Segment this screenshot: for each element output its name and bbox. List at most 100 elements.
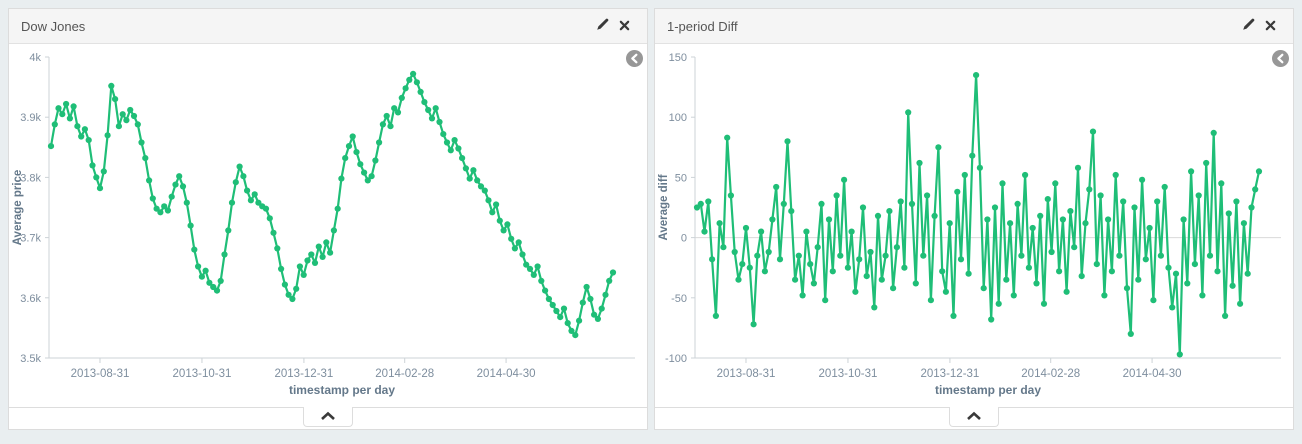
data-point — [462, 165, 469, 172]
data-point — [1033, 280, 1040, 287]
close-icon — [619, 19, 630, 34]
data-point — [440, 131, 447, 138]
data-point — [856, 256, 863, 263]
data-point — [1003, 276, 1010, 283]
pencil-icon — [596, 18, 609, 34]
x-tick-label: 2014-04-30 — [477, 368, 536, 380]
y-tick-label: 4k — [29, 52, 41, 64]
data-point — [315, 243, 322, 250]
data-point — [364, 177, 371, 184]
data-point — [244, 187, 251, 194]
data-point — [504, 221, 511, 228]
data-point — [496, 217, 503, 224]
y-tick-label: 3.8k — [20, 172, 41, 184]
data-point — [406, 76, 413, 83]
data-point — [342, 155, 349, 162]
close-button[interactable] — [614, 17, 635, 36]
data-point — [1086, 186, 1093, 193]
y-tick-label: 3.5k — [20, 353, 41, 365]
data-point — [1097, 192, 1104, 199]
one-period-diff-line-chart[interactable]: 150 100 50 0 -50 -100 2013-08-31 2013-10-31 2013… — [655, 44, 1293, 407]
data-point — [1105, 216, 1112, 223]
data-point — [119, 111, 126, 118]
close-button[interactable] — [1260, 17, 1281, 36]
data-point — [240, 173, 247, 180]
x-tick-label: 2013-12-31 — [920, 368, 979, 380]
y-tick-label: 3.6k — [20, 293, 41, 305]
data-point — [942, 288, 949, 295]
collapse-row-button[interactable] — [949, 407, 999, 427]
y-tick-label: 3.9k — [20, 112, 41, 124]
data-point — [935, 144, 942, 151]
data-point — [727, 192, 734, 199]
data-point — [530, 271, 537, 278]
data-point — [108, 82, 115, 89]
data-point — [345, 143, 353, 150]
data-point — [795, 252, 802, 259]
data-point — [1142, 256, 1149, 263]
y-tick-label: -50 — [671, 293, 687, 305]
data-point — [142, 155, 149, 162]
data-point — [991, 204, 999, 211]
panel-header: Dow Jones — [9, 9, 647, 44]
data-point — [436, 118, 443, 126]
x-tick-label: 2013-10-31 — [819, 368, 878, 380]
data-point — [1199, 292, 1206, 299]
edit-button[interactable] — [591, 16, 614, 36]
data-point — [829, 268, 836, 275]
data-point — [1161, 183, 1168, 191]
data-point — [519, 251, 526, 258]
data-point — [477, 183, 485, 190]
data-point — [176, 173, 183, 180]
edit-button[interactable] — [1237, 16, 1260, 36]
data-point — [511, 245, 518, 252]
data-point — [1214, 268, 1221, 275]
data-point — [1022, 171, 1029, 179]
data-point — [300, 271, 307, 278]
data-point — [780, 200, 787, 207]
data-point — [609, 269, 617, 276]
data-point — [965, 270, 972, 277]
data-point — [443, 139, 451, 146]
data-point — [560, 305, 568, 312]
chart-container: 4k 3.9k 3.8k 3.7k 3.6k 3.5k 2013-08-31 2013-10-… — [9, 44, 647, 407]
data-point — [1248, 204, 1255, 211]
x-tick-label: 2013-08-31 — [717, 368, 776, 380]
close-icon — [1265, 19, 1276, 34]
data-point — [372, 157, 379, 164]
data-point — [916, 159, 923, 167]
data-point — [281, 281, 288, 288]
data-point — [323, 239, 330, 246]
data-point — [236, 163, 243, 170]
data-point — [1222, 312, 1229, 319]
data-point — [984, 216, 991, 223]
chart-back-button[interactable] — [1272, 50, 1289, 67]
data-point — [232, 179, 239, 186]
dow-jones-line-chart[interactable]: 4k 3.9k 3.8k 3.7k 3.6k 3.5k 2013-08-31 2013-10-… — [9, 44, 647, 407]
chart-back-button[interactable] — [626, 50, 643, 67]
data-point — [995, 300, 1002, 307]
data-point — [1255, 168, 1263, 175]
data-point — [697, 200, 704, 207]
data-point — [1014, 200, 1021, 207]
data-point — [594, 315, 602, 322]
data-point — [55, 105, 62, 112]
data-point — [1052, 180, 1059, 187]
data-point — [515, 239, 522, 246]
data-point — [228, 199, 236, 206]
collapse-row-button[interactable] — [303, 407, 353, 427]
data-point — [1188, 168, 1195, 175]
data-point — [455, 145, 462, 152]
data-point — [742, 224, 750, 232]
data-point — [319, 253, 326, 260]
data-point — [523, 261, 530, 268]
data-point — [1007, 220, 1014, 227]
data-point — [195, 263, 202, 270]
data-point — [270, 229, 277, 236]
data-point — [1116, 252, 1123, 259]
data-point — [1172, 270, 1180, 277]
data-point — [202, 267, 209, 274]
data-point — [278, 265, 285, 272]
panel-footer — [9, 407, 647, 429]
